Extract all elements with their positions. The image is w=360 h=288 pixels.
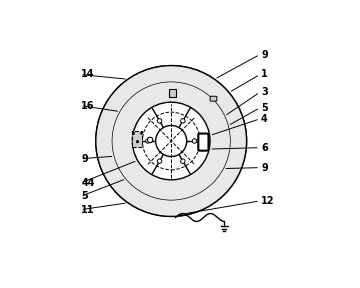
Text: 9: 9 — [261, 50, 268, 60]
Text: 9: 9 — [261, 163, 268, 173]
Circle shape — [156, 126, 187, 157]
Text: 12: 12 — [261, 196, 275, 206]
Circle shape — [112, 82, 230, 200]
Text: 11: 11 — [81, 205, 95, 215]
Circle shape — [96, 66, 247, 216]
Circle shape — [132, 102, 210, 180]
Circle shape — [112, 82, 230, 200]
Text: 5: 5 — [81, 192, 88, 201]
Text: 6: 6 — [261, 143, 268, 153]
Text: 4: 4 — [261, 114, 268, 124]
Circle shape — [157, 119, 162, 123]
Circle shape — [96, 66, 247, 216]
Circle shape — [181, 119, 185, 123]
Bar — [131, 131, 141, 147]
Text: 16: 16 — [81, 101, 95, 111]
Text: 44: 44 — [81, 178, 95, 188]
Text: 1: 1 — [261, 69, 268, 79]
Text: 9: 9 — [81, 154, 88, 164]
Circle shape — [157, 159, 162, 163]
FancyBboxPatch shape — [198, 134, 208, 151]
FancyBboxPatch shape — [210, 96, 217, 101]
Circle shape — [148, 137, 153, 143]
Text: 14: 14 — [81, 69, 95, 79]
Circle shape — [146, 139, 150, 143]
Text: 3: 3 — [261, 87, 268, 97]
Circle shape — [192, 139, 197, 143]
Text: 5: 5 — [261, 103, 268, 113]
Circle shape — [181, 159, 185, 163]
Bar — [169, 89, 176, 97]
